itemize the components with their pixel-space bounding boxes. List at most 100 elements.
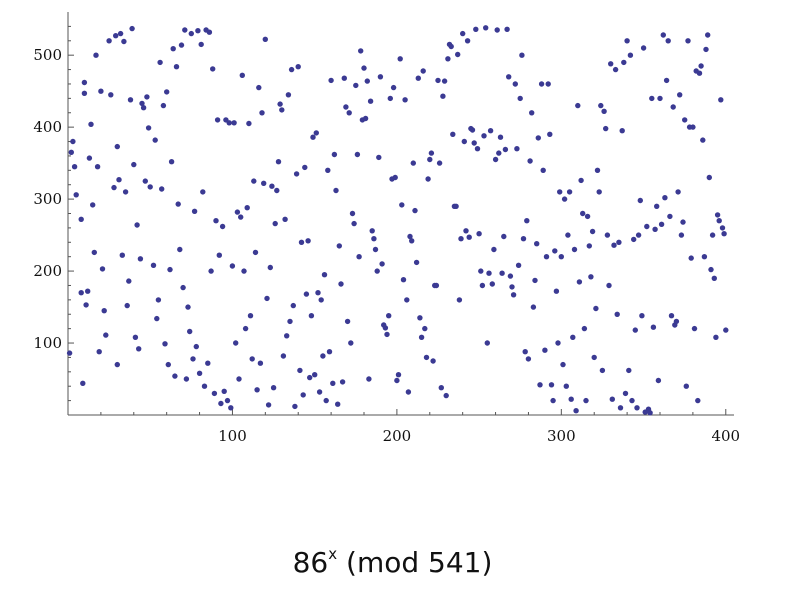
data-point — [114, 361, 121, 368]
data-point — [483, 25, 489, 31]
data-point — [330, 380, 336, 386]
data-point — [116, 177, 122, 183]
data-point — [80, 380, 86, 386]
data-point — [150, 262, 157, 268]
data-point — [514, 146, 520, 152]
data-point — [719, 225, 726, 231]
data-point — [292, 403, 298, 410]
data-point — [344, 318, 351, 325]
data-point — [548, 382, 555, 388]
data-point — [198, 41, 204, 48]
data-point — [586, 243, 592, 249]
data-point — [131, 161, 137, 168]
data-point — [390, 84, 397, 91]
data-point — [275, 159, 282, 165]
data-point — [484, 340, 490, 346]
data-point — [193, 343, 199, 350]
data-point — [509, 284, 515, 290]
data-point — [241, 268, 247, 274]
data-point — [698, 63, 704, 69]
data-point — [627, 52, 634, 58]
data-point — [566, 189, 573, 195]
caption-rest: (mod 541) — [337, 546, 493, 579]
data-point — [236, 376, 242, 382]
data-point — [349, 210, 356, 217]
data-point — [492, 156, 499, 163]
data-point — [555, 340, 561, 346]
data-point — [657, 95, 663, 102]
data-point — [257, 360, 264, 366]
data-point — [469, 127, 476, 133]
data-point — [626, 367, 632, 374]
data-point — [99, 266, 106, 272]
data-point — [571, 246, 578, 253]
data-point — [310, 134, 316, 140]
data-point — [117, 30, 124, 37]
data-point — [575, 102, 581, 109]
caption-base: 86 — [292, 546, 329, 579]
data-point — [478, 268, 484, 274]
data-point — [336, 243, 342, 249]
data-point — [609, 396, 615, 402]
data-point — [106, 38, 112, 44]
data-point — [362, 115, 369, 122]
data-point — [464, 38, 471, 44]
data-point — [251, 178, 257, 184]
data-point — [665, 38, 671, 44]
data-point — [361, 65, 367, 71]
data-point — [196, 370, 203, 376]
data-point — [619, 128, 625, 134]
data-point — [524, 218, 530, 224]
data-point — [298, 239, 305, 245]
data-point — [435, 77, 441, 84]
data-point — [604, 232, 611, 238]
data-point — [499, 270, 505, 276]
data-point — [466, 234, 472, 240]
data-point — [295, 63, 301, 70]
data-point — [491, 246, 497, 253]
data-point — [325, 167, 331, 173]
data-point — [316, 389, 323, 395]
data-point — [545, 81, 551, 87]
data-point — [144, 94, 150, 100]
data-point — [343, 104, 349, 110]
data-point — [456, 297, 463, 303]
data-point — [303, 291, 310, 297]
data-point — [287, 318, 293, 325]
data-point — [441, 78, 448, 84]
data-point — [96, 349, 102, 355]
data-point — [402, 97, 408, 103]
data-point — [696, 70, 703, 76]
data-point — [624, 38, 630, 44]
data-point — [216, 252, 222, 258]
data-point — [300, 392, 306, 398]
data-point — [374, 268, 380, 274]
data-point — [415, 75, 421, 81]
data-point — [211, 390, 218, 397]
data-point — [443, 392, 449, 399]
data-point — [489, 281, 495, 287]
data-point — [573, 408, 579, 414]
data-point — [154, 315, 160, 322]
data-point — [598, 102, 604, 109]
data-point — [228, 405, 234, 411]
data-point — [667, 213, 673, 220]
data-point — [404, 297, 410, 303]
data-point — [124, 302, 130, 309]
data-point — [394, 377, 400, 384]
data-point — [178, 42, 185, 48]
data-point — [558, 254, 564, 260]
data-point — [395, 372, 402, 378]
data-point — [427, 156, 433, 163]
data-point — [680, 219, 686, 225]
data-point — [479, 282, 486, 289]
data-point — [221, 388, 227, 394]
data-point — [614, 311, 620, 317]
data-point — [132, 334, 139, 340]
data-point — [599, 367, 606, 374]
data-point — [622, 390, 629, 397]
data-point — [594, 167, 601, 173]
data-point — [78, 216, 84, 222]
data-point — [688, 255, 694, 261]
data-point — [410, 160, 416, 166]
